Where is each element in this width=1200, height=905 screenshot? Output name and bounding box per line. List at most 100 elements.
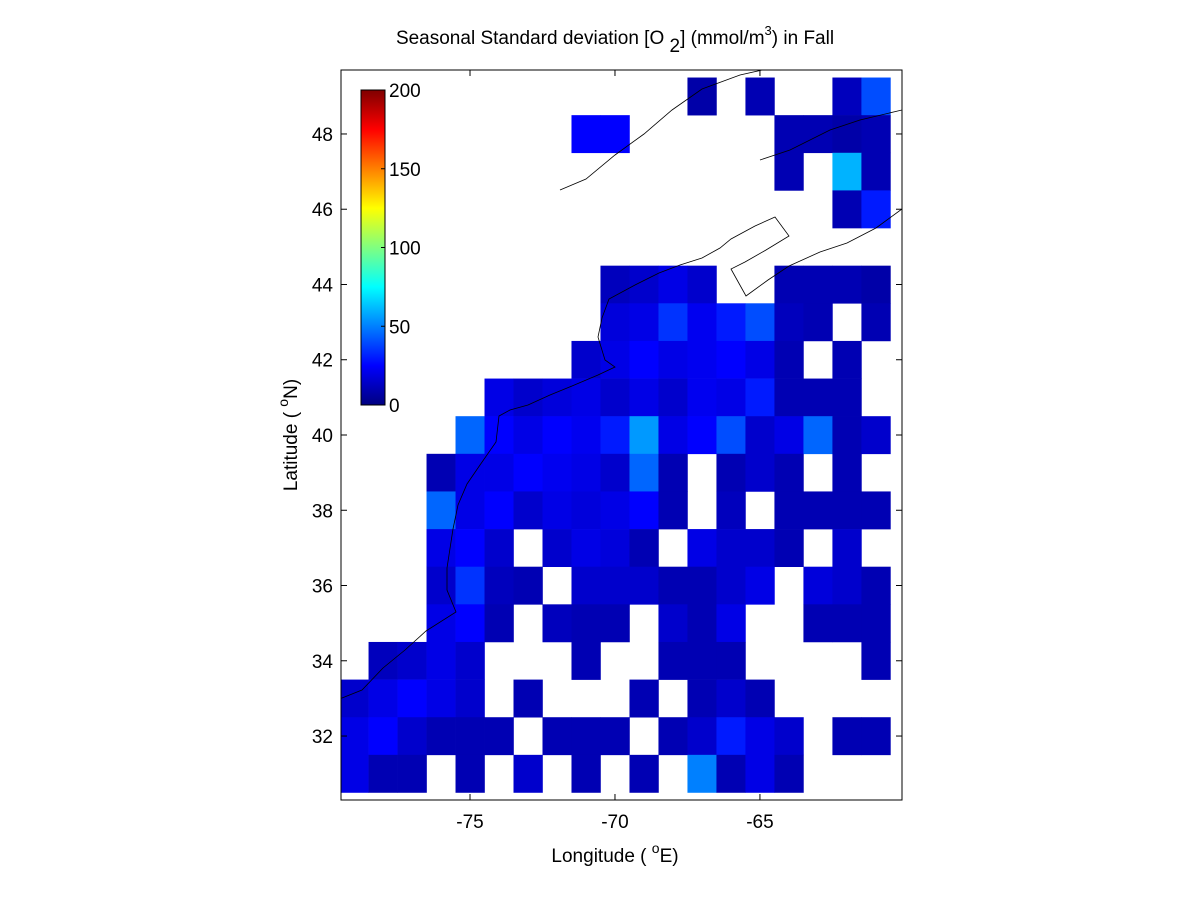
y-tick-label: 46 (312, 200, 333, 221)
cell (455, 491, 485, 530)
cell (745, 754, 775, 793)
cell (513, 679, 543, 718)
cell (861, 77, 891, 116)
cell (716, 754, 746, 793)
cell (832, 265, 862, 304)
cell (426, 604, 456, 643)
cell (542, 717, 572, 756)
cell (600, 529, 630, 568)
cell (542, 491, 572, 530)
cell (861, 416, 891, 455)
cell (484, 717, 514, 756)
y-tick-label: 38 (312, 501, 333, 522)
cell (658, 416, 688, 455)
cell (687, 679, 717, 718)
cell (774, 491, 804, 530)
cell (455, 754, 485, 793)
cell (513, 754, 543, 793)
chart-title: Seasonal Standard deviation [O 2] (mmol/… (396, 23, 834, 57)
cell (658, 378, 688, 417)
x-axis-label: Longitude ( oE) (551, 840, 678, 867)
cell (745, 416, 775, 455)
cell (571, 641, 601, 680)
cell (658, 641, 688, 680)
cell (455, 604, 485, 643)
cell (716, 378, 746, 417)
cell (629, 340, 659, 379)
cell (571, 717, 601, 756)
cell (774, 529, 804, 568)
cell (341, 754, 369, 793)
colorbar-tick-label: 200 (389, 81, 421, 102)
cell (629, 303, 659, 342)
cell (803, 416, 833, 455)
cell (774, 340, 804, 379)
cell (861, 190, 891, 229)
y-tick-label: 34 (312, 652, 334, 673)
cell (658, 566, 688, 605)
cell (426, 566, 456, 605)
cell (861, 115, 891, 154)
cell (600, 416, 630, 455)
cell (629, 529, 659, 568)
cell (687, 641, 717, 680)
cell (716, 303, 746, 342)
cell (687, 303, 717, 342)
y-tick-label: 32 (312, 727, 333, 748)
cell (745, 453, 775, 492)
cell (832, 717, 862, 756)
cell (803, 604, 833, 643)
cell (600, 566, 630, 605)
cell (687, 529, 717, 568)
cell (600, 265, 630, 304)
cell (745, 717, 775, 756)
cell (745, 378, 775, 417)
cell (716, 529, 746, 568)
cell (571, 453, 601, 492)
cell (745, 566, 775, 605)
cell (455, 453, 485, 492)
cell (571, 491, 601, 530)
cell (716, 604, 746, 643)
cell (629, 754, 659, 793)
cell (600, 604, 630, 643)
colorbar-tick-label: 50 (389, 317, 410, 338)
cell (426, 641, 456, 680)
cell (861, 566, 891, 605)
cell (774, 265, 804, 304)
cell (803, 566, 833, 605)
cell (658, 453, 688, 492)
cell (571, 378, 601, 417)
cell (426, 529, 456, 568)
cell (861, 717, 891, 756)
y-tick-label: 42 (312, 351, 333, 372)
cell (571, 340, 601, 379)
heatmap (341, 77, 891, 793)
cell (629, 679, 659, 718)
cell (716, 491, 746, 530)
cell (774, 378, 804, 417)
cell (368, 641, 398, 680)
cell (368, 679, 398, 718)
colorbar-tick-label: 0 (389, 396, 400, 417)
cell (861, 303, 891, 342)
cell (774, 115, 804, 154)
cell (658, 265, 688, 304)
cell (455, 529, 485, 568)
cell (803, 491, 833, 530)
cell (658, 303, 688, 342)
cell (455, 566, 485, 605)
cell (571, 416, 601, 455)
cell (716, 453, 746, 492)
cell (658, 717, 688, 756)
cell (861, 641, 891, 680)
cell (832, 604, 862, 643)
cell (542, 529, 572, 568)
cell (455, 679, 485, 718)
cell (397, 641, 427, 680)
cell (832, 190, 862, 229)
cell (687, 265, 717, 304)
cell (513, 416, 543, 455)
cell (571, 529, 601, 568)
